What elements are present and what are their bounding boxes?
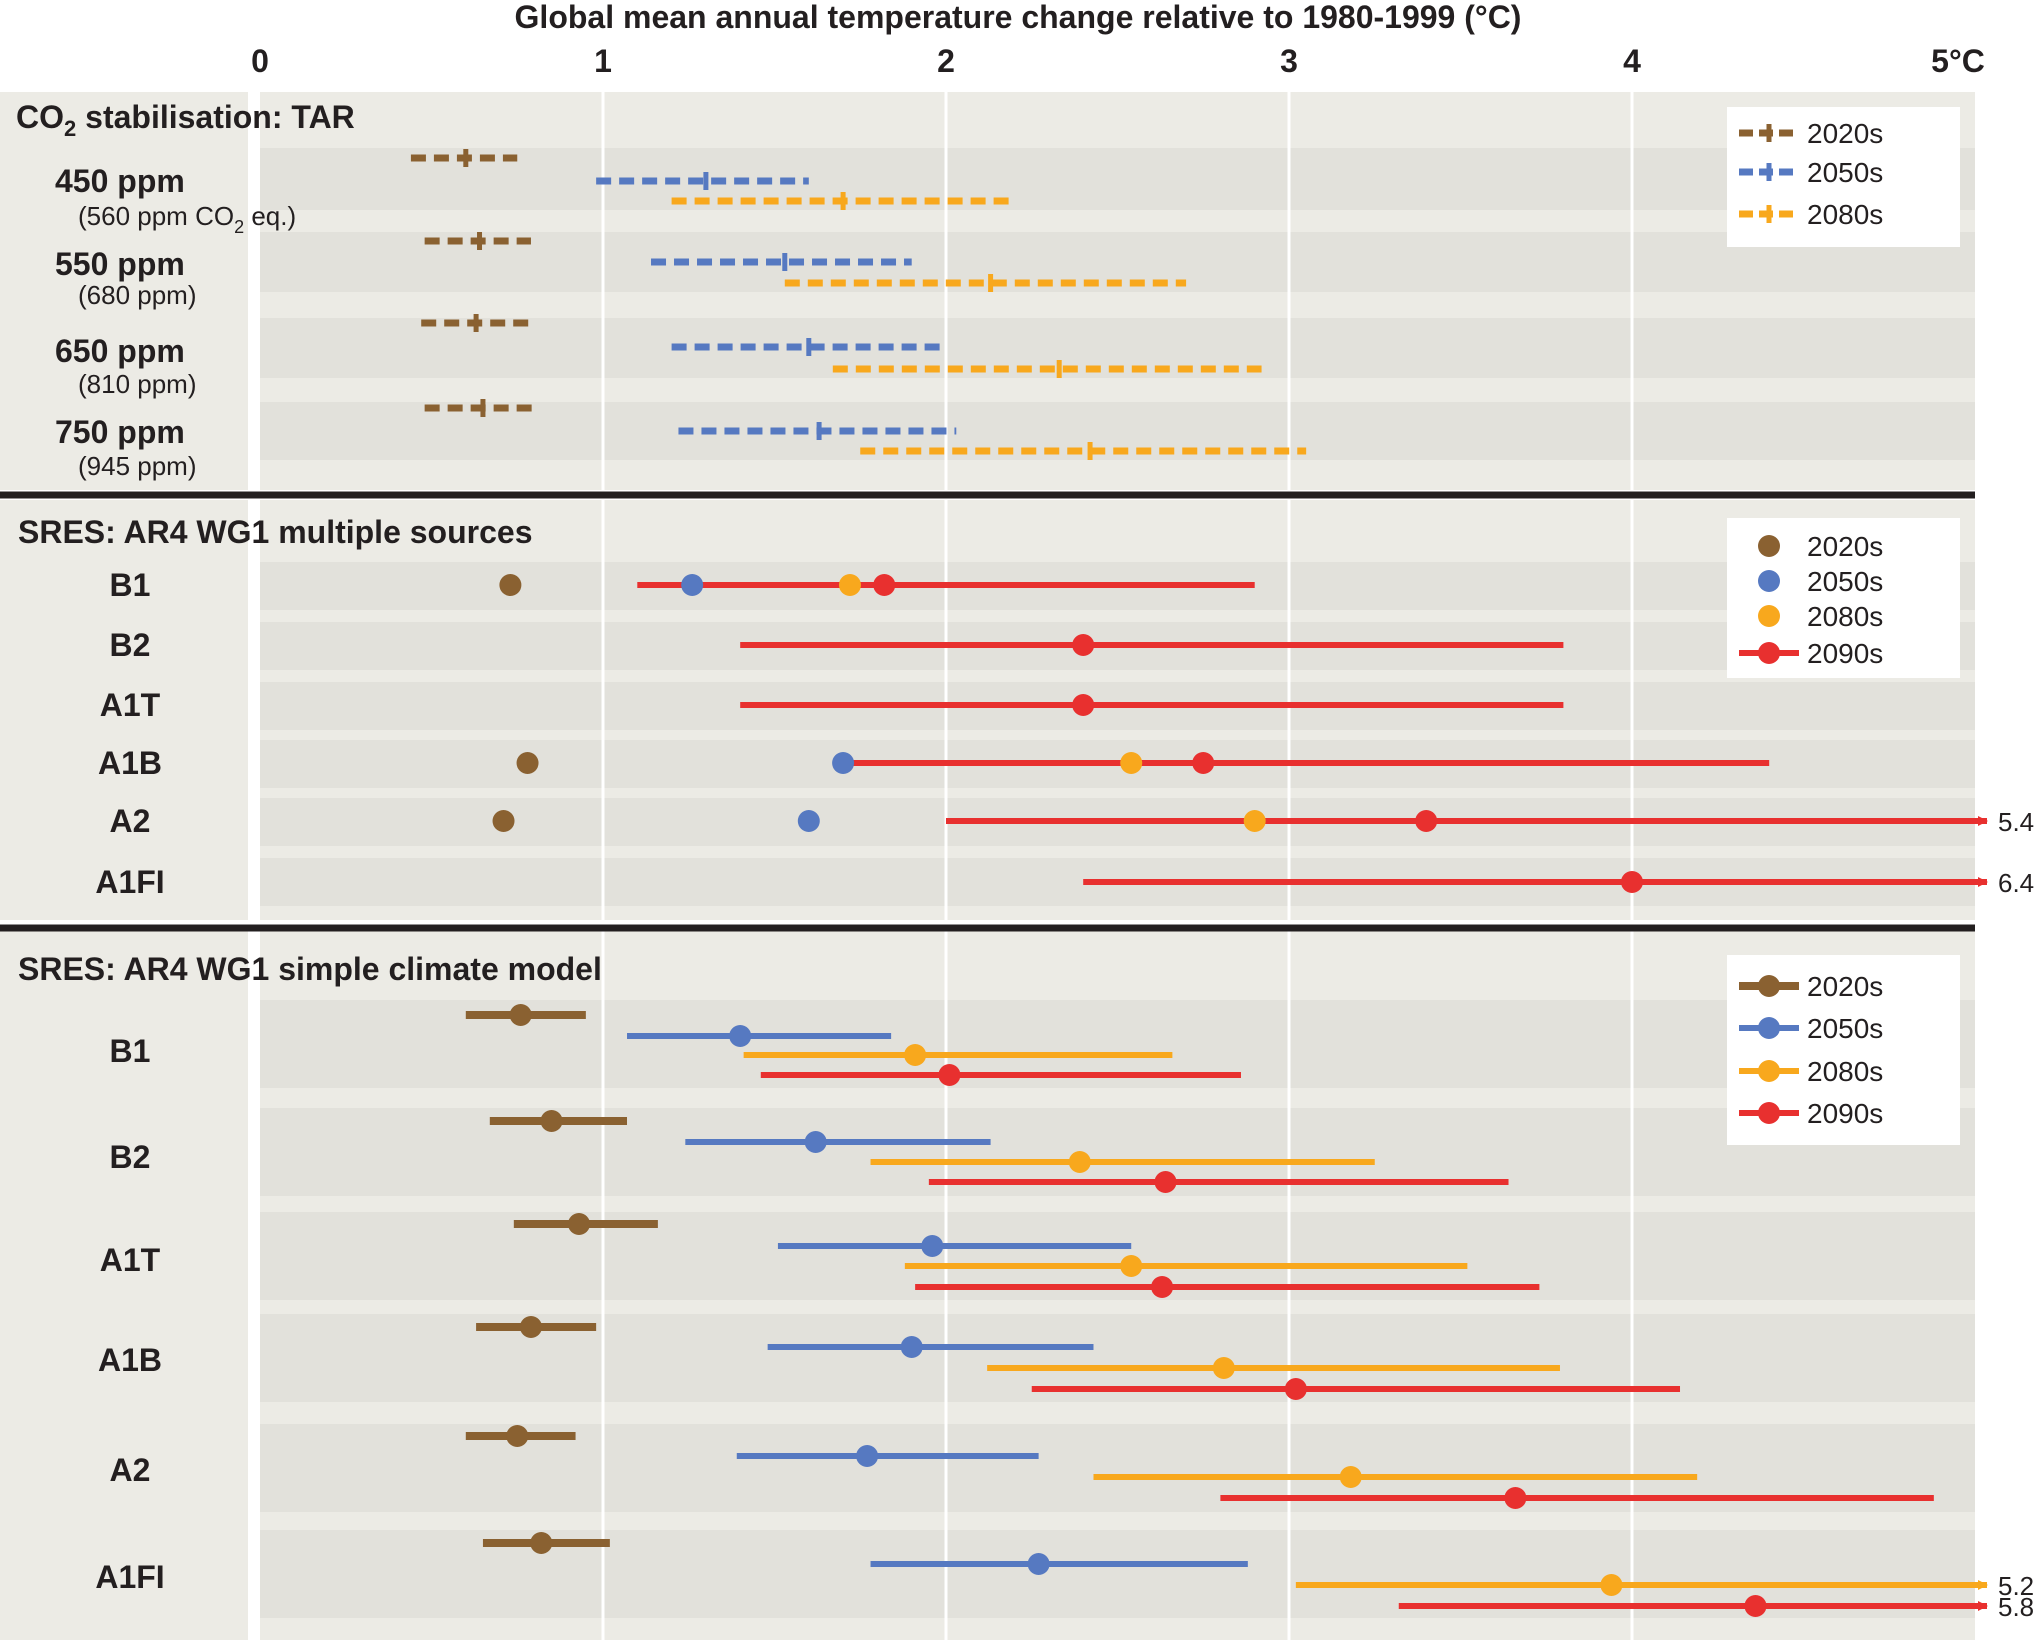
x-tick-label: 2 [937, 43, 955, 79]
dot-2050s [921, 1235, 944, 1257]
legend-swatch-2080s [1758, 605, 1780, 627]
legend-label: 2050s [1807, 157, 1883, 188]
dot-2020s [519, 1316, 542, 1338]
dot-2090s [1151, 1276, 1174, 1298]
dot-2090s [1192, 752, 1215, 774]
chart-title: Global mean annual temperature change re… [515, 0, 1522, 35]
row-label: A1B [98, 745, 162, 781]
legend-label: 2090s [1807, 1098, 1883, 1129]
legend-label: 2080s [1807, 601, 1883, 632]
row-sublabel: (945 ppm) [78, 451, 197, 481]
dot-2020s [492, 810, 515, 832]
legend-label: 2080s [1807, 1056, 1883, 1087]
row-label: 650 ppm [55, 333, 185, 369]
row-label: 750 ppm [55, 414, 185, 450]
dot-2050s [832, 752, 855, 774]
dot-2050s [797, 810, 820, 832]
row-label: B2 [110, 627, 151, 663]
dot-2020s [506, 1425, 529, 1447]
legend-label: 2050s [1807, 1013, 1883, 1044]
x-tick-label: 3 [1280, 43, 1298, 79]
legend-label: 2020s [1807, 531, 1883, 562]
legend-swatch-2080s [1758, 1060, 1780, 1082]
dot-2080s [1339, 1466, 1362, 1488]
dot-2090s [1154, 1171, 1177, 1193]
row-sublabel: (560 ppm CO2 eq.) [78, 201, 296, 237]
dot-2050s [1027, 1553, 1050, 1575]
dot-2050s [900, 1336, 923, 1358]
row-label: B1 [110, 567, 151, 603]
legend-swatch-2090s [1758, 642, 1780, 664]
row-label: A2 [110, 1452, 151, 1488]
legend-swatch-2090s [1758, 1102, 1780, 1124]
x-tick-label: 1 [594, 43, 612, 79]
dot-2020s [509, 1004, 532, 1026]
row-sublabel: (810 ppm) [78, 369, 197, 399]
overflow-label: 5.2 [1998, 1571, 2034, 1601]
row-label: A1FI [95, 864, 164, 900]
dot-2090s [1072, 694, 1095, 716]
legend-label: 2020s [1807, 971, 1883, 1002]
legend-label: 2080s [1807, 199, 1883, 230]
row-label: 450 ppm [55, 163, 185, 199]
dot-2090s [1621, 871, 1643, 893]
overflow-label: 6.4 [1998, 868, 2034, 898]
legend-label: 2090s [1807, 638, 1883, 669]
dot-2050s [856, 1445, 879, 1467]
dot-2080s [1068, 1151, 1091, 1173]
row-band [260, 148, 1975, 210]
dot-2090s [1072, 634, 1095, 656]
dot-2020s [530, 1532, 553, 1554]
dot-2020s [567, 1213, 590, 1235]
dot-2050s [681, 574, 704, 596]
row-label: A2 [110, 803, 151, 839]
panel-gutter [248, 500, 260, 920]
dot-2080s [1120, 752, 1143, 774]
dot-2020s [499, 574, 522, 596]
panel-title: CO2 stabilisation: TAR [16, 99, 355, 141]
legend-swatch-2050s [1758, 1017, 1780, 1039]
legend-label: 2050s [1807, 566, 1883, 597]
panel-title: SRES: AR4 WG1 simple climate model [18, 951, 602, 987]
x-tick-label: 0 [251, 43, 269, 79]
dot-2080s [1120, 1255, 1143, 1277]
overflow-label: 5.8 [1998, 1592, 2034, 1622]
row-label: 550 ppm [55, 246, 185, 282]
dot-2090s [1284, 1378, 1307, 1400]
dot-2090s [873, 574, 896, 596]
dot-2020s [516, 752, 539, 774]
x-tick-label: 5°C [1931, 43, 1985, 79]
panel-gutter [248, 930, 260, 1640]
legend-label: 2020s [1807, 118, 1883, 149]
dot-2020s [540, 1110, 563, 1132]
row-label: B1 [110, 1033, 151, 1069]
dot-2050s [729, 1025, 752, 1047]
panel-title: SRES: AR4 WG1 multiple sources [18, 514, 532, 550]
dot-2080s [1212, 1357, 1235, 1379]
legend-swatch-2020s [1758, 975, 1780, 997]
row-label: A1T [100, 687, 161, 723]
legend-swatch-2050s [1758, 570, 1780, 592]
dot-2090s [938, 1064, 961, 1086]
dot-2050s [804, 1131, 827, 1153]
row-sublabel: (680 ppm) [78, 280, 197, 310]
row-label: B2 [110, 1139, 151, 1175]
dot-2090s [1504, 1487, 1527, 1509]
legend-swatch-2020s [1758, 535, 1780, 557]
x-tick-label: 4 [1623, 43, 1641, 79]
dot-2090s [1415, 810, 1438, 832]
dot-2080s [1243, 810, 1266, 832]
row-label: A1FI [95, 1559, 164, 1595]
dot-2080s [838, 574, 861, 596]
overflow-label: 5.4 [1998, 807, 2034, 837]
row-label: A1T [100, 1242, 161, 1278]
dot-2080s [904, 1044, 927, 1066]
panel-gutter [248, 92, 260, 490]
dot-2080s [1600, 1574, 1623, 1596]
dot-2090s [1744, 1595, 1767, 1617]
row-label: A1B [98, 1342, 162, 1378]
